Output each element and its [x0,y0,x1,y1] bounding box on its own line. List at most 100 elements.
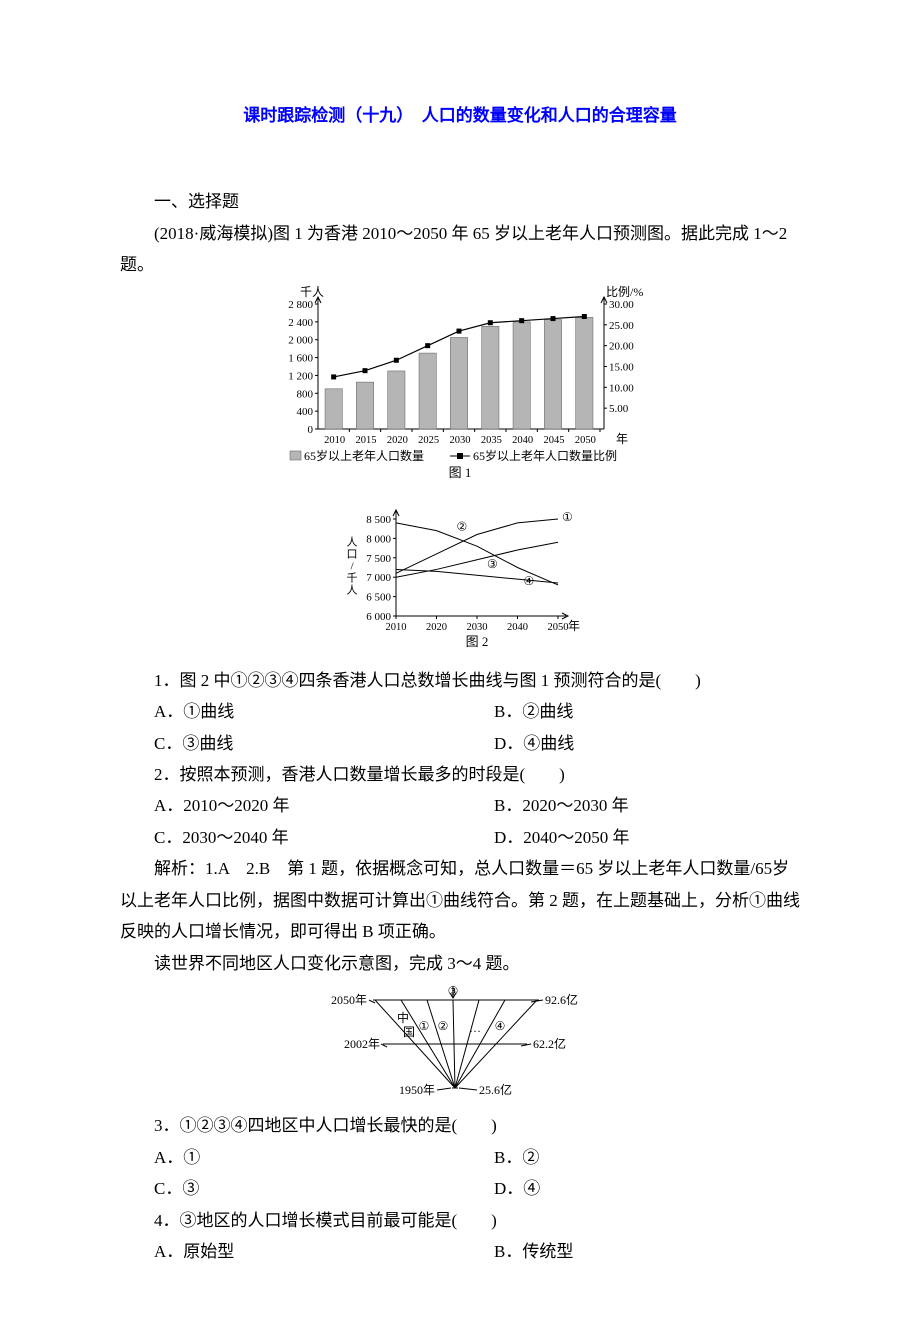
q1-opt-b: B．②曲线 [460,696,800,727]
svg-text:年: 年 [568,619,580,633]
svg-text:800: 800 [297,388,314,400]
q2-stem: 2．按照本预测，香港人口数量增长最多的时段是( ) [120,759,800,790]
svg-text:2020: 2020 [387,435,408,446]
svg-text:/: / [350,561,354,573]
intro-paragraph-1: (2018·威海模拟)图 1 为香港 2010～2050 年 65 岁以上老年人… [120,218,800,281]
q1-opt-c: C．③曲线 [120,728,460,759]
svg-text:①: ① [419,1019,430,1033]
svg-text:…: … [469,1021,481,1035]
svg-text:2 400: 2 400 [288,317,313,329]
svg-text:千人: 千人 [300,285,324,299]
q2-options-2: C．2030～2040 年 D．2040～2050 年 [120,822,800,853]
svg-text:2025: 2025 [418,435,439,446]
intro-text-1: (2018·威海模拟)图 1 为香港 2010～2050 年 65 岁以上老年人… [120,224,787,274]
svg-text:图 2: 图 2 [466,634,489,649]
svg-text:人: 人 [347,584,358,597]
chart-2: 6 0006 5007 0007 5008 0008 5002010202020… [340,501,580,651]
svg-text:400: 400 [297,406,314,418]
svg-text:2040: 2040 [507,622,528,633]
svg-text:图 1: 图 1 [449,465,472,480]
q1-opt-a: A．①曲线 [120,696,460,727]
svg-text:2035: 2035 [481,435,502,446]
svg-text:比例/%: 比例/% [606,285,643,299]
q2-opt-d: D．2040～2050 年 [460,822,800,853]
svg-text:中: 中 [397,1010,409,1025]
svg-text:2 000: 2 000 [288,334,313,346]
svg-text:2002年: 2002年 [344,1037,380,1051]
svg-text:②: ② [438,1019,449,1033]
intro-paragraph-2: 读世界不同地区人口变化示意图，完成 3～4 题。 [120,948,800,979]
svg-text:年: 年 [616,432,628,446]
svg-text:2050: 2050 [548,622,569,633]
q3-opt-a: A．① [120,1142,460,1173]
figure-2: 6 0006 5007 0007 5008 0008 5002010202020… [120,497,800,661]
svg-text:2010: 2010 [324,435,345,446]
svg-text:2050: 2050 [575,435,596,446]
svg-text:2 800: 2 800 [288,299,313,311]
q4-opt-b: B．传统型 [460,1236,800,1267]
svg-text:④: ④ [495,1019,506,1033]
svg-text:10.00: 10.00 [609,382,634,394]
svg-text:6 500: 6 500 [366,592,391,604]
svg-text:2020: 2020 [426,622,447,633]
svg-text:1 200: 1 200 [288,370,313,382]
svg-text:2030: 2030 [450,435,471,446]
svg-text:65岁以上老年人口数量比例: 65岁以上老年人口数量比例 [473,448,617,463]
q1-stem: 1．图 2 中①②③④四条香港人口总数增长曲线与图 1 预测符合的是( ) [120,665,800,696]
q3-stem: 3．①②③④四地区中人口增长最快的是( ) [120,1110,800,1141]
svg-text:7 500: 7 500 [366,553,391,565]
q4-stem: 4．③地区的人口增长模式目前最可能是( ) [120,1205,800,1236]
section-heading: 一、选择题 [120,186,800,217]
svg-text:8 000: 8 000 [366,534,391,546]
page: 课时跟踪检测（十九） 人口的数量变化和人口的合理容量 一、选择题 (2018·威… [0,0,920,1328]
svg-text:30.00: 30.00 [609,299,634,311]
q2-options: A．2010～2020 年 B．2020～2030 年 [120,790,800,821]
svg-text:7 000: 7 000 [366,572,391,584]
svg-text:国: 国 [403,1025,415,1039]
svg-text:2010: 2010 [386,622,407,633]
svg-text:千: 千 [347,572,358,585]
page-title: 课时跟踪检测（十九） 人口的数量变化和人口的合理容量 [120,100,800,131]
svg-text:62.2亿: 62.2亿 [533,1036,566,1051]
svg-text:2050年: 2050年 [331,993,367,1007]
explanation-1: 解析：1.A 2.B 第 1 题，依据概念可知，总人口数量＝65 岁以上老年人口… [120,853,800,947]
q1-options-2: C．③曲线 D．④曲线 [120,728,800,759]
svg-text:口: 口 [347,549,358,561]
q3-options: A．① B．② [120,1142,800,1173]
svg-text:③: ③ [448,984,459,998]
svg-text:2030: 2030 [467,622,488,633]
svg-text:25.6亿: 25.6亿 [479,1082,512,1097]
svg-text:②: ② [457,520,468,534]
q3-opt-c: C．③ [120,1173,460,1204]
svg-text:25.00: 25.00 [609,320,634,332]
svg-text:65岁以上老年人口数量: 65岁以上老年人口数量 [304,448,424,463]
chart-1: 0 400 800 1 200 1 600 2 000 2 400 2 800 5.00 10.0… [260,284,660,484]
svg-text:2015: 2015 [356,435,377,446]
q3-options-2: C．③ D．④ [120,1173,800,1204]
svg-text:2040: 2040 [512,435,533,446]
svg-text:1 600: 1 600 [288,352,313,364]
svg-text:④: ④ [524,574,535,588]
figure-1: 0 400 800 1 200 1 600 2 000 2 400 2 800 5.00 10.0… [120,284,800,494]
figure-3: 2050年 2002年 1950年 92.6亿 62.2亿 25.6亿 中国①② ③ ④ … [120,982,800,1107]
svg-text:2045: 2045 [544,435,565,446]
svg-text:15.00: 15.00 [609,361,634,373]
svg-text:③: ③ [487,557,498,571]
svg-text:92.6亿: 92.6亿 [545,992,578,1007]
svg-text:20.00: 20.00 [609,340,634,352]
q4-opt-a: A．原始型 [120,1236,460,1267]
q3-opt-b: B．② [460,1142,800,1173]
svg-text:①: ① [562,510,573,524]
chart-3: 2050年 2002年 1950年 92.6亿 62.2亿 25.6亿 中国①② ③ ④ … [305,982,615,1097]
q1-options: A．①曲线 B．②曲线 [120,696,800,727]
q3-opt-d: D．④ [460,1173,800,1204]
svg-text:1950年: 1950年 [399,1083,435,1097]
svg-text:0: 0 [308,424,314,436]
q1-opt-d: D．④曲线 [460,728,800,759]
q2-opt-a: A．2010～2020 年 [120,790,460,821]
svg-text:人: 人 [347,536,358,549]
q4-options: A．原始型 B．传统型 [120,1236,800,1267]
svg-text:5.00: 5.00 [609,403,629,415]
q2-opt-b: B．2020～2030 年 [460,790,800,821]
q2-opt-c: C．2030～2040 年 [120,822,460,853]
